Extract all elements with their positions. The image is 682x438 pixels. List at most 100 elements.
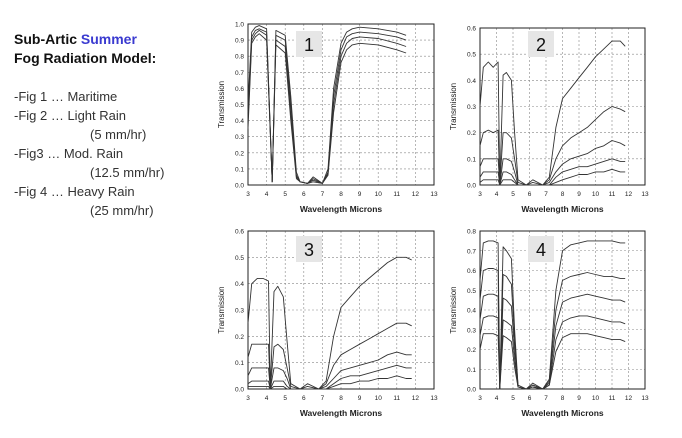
y-axis-label: Transmission xyxy=(449,83,458,130)
y-tick-label: 0.1 xyxy=(235,360,244,367)
x-tick-label: 13 xyxy=(641,395,649,402)
x-tick-label: 8 xyxy=(339,395,343,402)
caption-title-prefix: Sub-Artic xyxy=(14,31,81,47)
y-tick-label: 0.0 xyxy=(467,387,476,394)
y-tick-label: 0.2 xyxy=(467,130,476,137)
x-tick-label: 9 xyxy=(577,191,581,198)
x-tick-label: 13 xyxy=(430,395,438,402)
x-tick-label: 12 xyxy=(625,395,633,402)
panel-number-background xyxy=(296,31,322,57)
x-tick-label: 3 xyxy=(246,191,250,198)
y-tick-label: 0.4 xyxy=(467,78,476,85)
caption-item-fig4-sub: (25 mm/hr) xyxy=(90,203,154,218)
x-tick-label: 11 xyxy=(393,395,400,402)
panel-number-badge: 4 xyxy=(528,236,554,262)
x-tick-label: 3 xyxy=(478,395,482,402)
caption-item-fig1: -Fig 1 … Maritime xyxy=(14,89,118,104)
series-line-5 xyxy=(479,333,626,390)
caption-item-fig3-sub: (12.5 mm/hr) xyxy=(90,165,165,180)
x-tick-label: 11 xyxy=(609,395,616,402)
panel-number-badge: 1 xyxy=(296,31,322,57)
y-tick-label: 0.3 xyxy=(235,134,244,141)
x-tick-label: 6 xyxy=(528,191,532,198)
series-line-4 xyxy=(247,33,407,184)
y-tick-label: 0.3 xyxy=(235,308,244,315)
caption-item-fig4: -Fig 4 … Heavy Rain xyxy=(14,184,135,199)
x-tick-label: 12 xyxy=(625,191,633,198)
y-tick-label: 0.2 xyxy=(235,334,244,341)
caption-block: Sub-Artic Summer Fog Radiation Model: -F… xyxy=(14,30,214,220)
series-line-1 xyxy=(247,256,412,390)
panel-number-label: 2 xyxy=(536,35,546,55)
y-tick-label: 0.6 xyxy=(235,229,244,236)
caption-title: Sub-Artic Summer xyxy=(14,30,214,49)
plot-frame xyxy=(247,230,435,390)
y-tick-label: 0.7 xyxy=(235,70,244,77)
chart-panel-2: 3 4 5 6 7 8 9 10 11 12 13 0.0 0.1 0.2 0.3 0.4 0.5 0.6 Wave… xyxy=(449,26,649,215)
x-tick-label: 7 xyxy=(321,191,325,198)
y-tick-label: 0.1 xyxy=(235,166,244,173)
y-tick-label: 0.3 xyxy=(467,327,476,334)
y-tick-label: 0.0 xyxy=(467,183,476,190)
y-tick-label: 0.4 xyxy=(467,308,476,315)
y-tick-label: 0.5 xyxy=(467,288,476,295)
x-axis-label: Wavelength Microns xyxy=(521,408,604,418)
y-tick-label: 0.6 xyxy=(467,26,476,33)
y-tick-label: 0.8 xyxy=(467,229,476,236)
caption-title-line2: Fog Radiation Model: xyxy=(14,50,157,66)
x-tick-label: 10 xyxy=(592,395,600,402)
y-tick-label: 0.0 xyxy=(235,183,244,190)
x-tick-label: 11 xyxy=(393,191,400,198)
x-tick-label: 10 xyxy=(592,191,600,198)
x-tick-label: 7 xyxy=(321,395,325,402)
x-tick-label: 7 xyxy=(544,191,548,198)
y-axis-label: Transmission xyxy=(449,286,458,333)
y-tick-label: 0.7 xyxy=(467,248,476,255)
x-tick-label: 13 xyxy=(641,191,649,198)
caption-item-fig2: -Fig 2 … Light Rain xyxy=(14,108,126,123)
panel-number-badge: 2 xyxy=(528,31,554,57)
y-tick-label: 0.6 xyxy=(235,86,244,93)
chart-panel-3: 3 4 5 6 7 8 9 10 11 12 13 0.0 0.1 0.2 0.3 0.4 0.5 0.6 Wave… xyxy=(217,229,438,419)
x-tick-label: 8 xyxy=(561,191,565,198)
y-tick-label: 0.5 xyxy=(235,255,244,262)
x-tick-label: 3 xyxy=(478,191,482,198)
x-tick-label: 10 xyxy=(375,191,383,198)
x-tick-label: 13 xyxy=(430,191,438,198)
x-axis-label: Wavelength Microns xyxy=(521,204,604,214)
x-tick-label: 8 xyxy=(339,191,343,198)
y-tick-label: 0.4 xyxy=(235,281,244,288)
y-tick-label: 0.9 xyxy=(235,38,244,45)
x-tick-label: 6 xyxy=(528,395,532,402)
chart-panel-1: 3 4 5 6 7 8 9 10 11 12 13 0.0 0.1 0.2 0.3 0.4 0.5 0.6 0.7 0… xyxy=(217,22,438,215)
x-tick-label: 9 xyxy=(577,395,581,402)
series-line-2 xyxy=(247,322,412,390)
panel-number-background xyxy=(528,236,554,262)
x-tick-label: 8 xyxy=(561,395,565,402)
y-axis-label: Transmission xyxy=(217,286,226,333)
caption-item-fig2-sub: (5 mm/hr) xyxy=(90,127,147,142)
caption-item-fig3: -Fig3 … Mod. Rain xyxy=(14,146,124,161)
x-tick-label: 4 xyxy=(265,191,269,198)
x-tick-label: 4 xyxy=(265,395,269,402)
y-tick-label: 0.1 xyxy=(467,367,476,374)
series-line-2 xyxy=(479,106,626,186)
series-line-5 xyxy=(479,168,626,186)
x-tick-label: 5 xyxy=(283,191,287,198)
x-tick-label: 3 xyxy=(246,395,250,402)
x-tick-label: 12 xyxy=(412,191,420,198)
y-tick-label: 0.3 xyxy=(467,104,476,111)
panel-number-label: 4 xyxy=(536,240,546,260)
x-tick-label: 5 xyxy=(283,395,287,402)
series-line-3 xyxy=(479,293,626,390)
caption-title-accent: Summer xyxy=(80,31,137,47)
x-tick-label: 7 xyxy=(544,395,548,402)
y-tick-label: 0.5 xyxy=(235,102,244,109)
x-tick-label: 5 xyxy=(511,191,515,198)
panel-number-label: 1 xyxy=(304,35,314,55)
panel-number-background xyxy=(296,236,322,262)
series-line-5 xyxy=(248,375,412,390)
panel-number-label: 3 xyxy=(304,240,314,260)
x-axis-label: Wavelength Microns xyxy=(300,408,383,418)
